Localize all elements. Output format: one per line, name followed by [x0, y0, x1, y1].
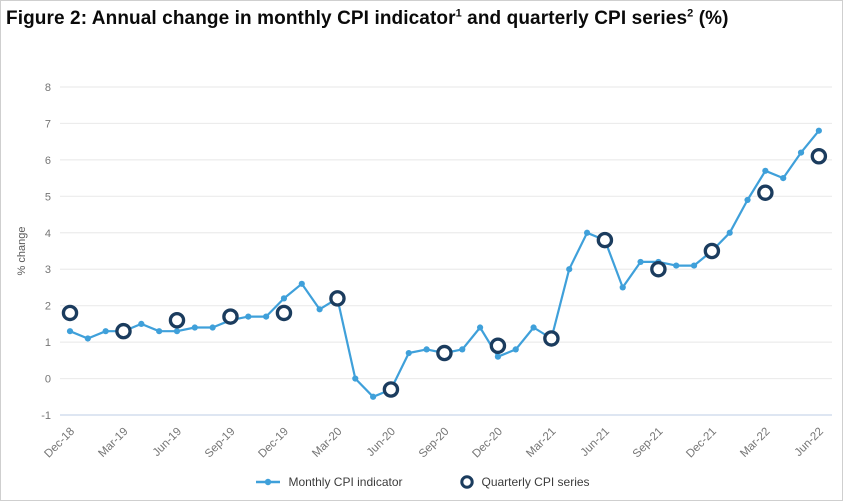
svg-text:6: 6 — [45, 155, 51, 167]
quarterly-circle-marker-icon — [459, 475, 474, 489]
svg-text:% change: % change — [16, 227, 28, 276]
svg-text:5: 5 — [45, 191, 51, 203]
svg-text:Mar-22: Mar-22 — [738, 426, 772, 460]
svg-text:Jun-20: Jun-20 — [365, 426, 398, 459]
svg-text:Jun-19: Jun-19 — [151, 426, 184, 459]
legend-label-monthly: Monthly CPI indicator — [288, 475, 403, 489]
svg-text:Mar-20: Mar-20 — [310, 426, 344, 460]
svg-text:Dec-18: Dec-18 — [42, 426, 77, 461]
figure-title: Figure 2: Annual change in monthly CPI i… — [6, 7, 729, 29]
svg-text:Mar-21: Mar-21 — [524, 426, 558, 460]
svg-text:Jun-22: Jun-22 — [793, 426, 826, 459]
svg-text:8: 8 — [45, 82, 51, 94]
svg-text:7: 7 — [45, 118, 51, 130]
svg-text:3: 3 — [45, 264, 51, 276]
legend-item-quarterly: Quarterly CPI series — [459, 474, 590, 490]
svg-text:Dec-21: Dec-21 — [684, 426, 719, 461]
svg-text:Mar-19: Mar-19 — [96, 426, 130, 460]
svg-text:Dec-20: Dec-20 — [470, 426, 505, 461]
chart-canvas: 8 7 6 5 4 3 2 1 0 -1 % change Dec-18 Mar-19 Jun-19 Sep… — [16, 82, 832, 461]
svg-text:Jun-21: Jun-21 — [579, 426, 612, 459]
svg-text:0: 0 — [45, 374, 51, 386]
chart-legend: Monthly CPI indicator Quarterly CPI seri… — [1, 474, 843, 490]
cpi-chart: 8 7 6 5 4 3 2 1 0 -1 % change Dec-18 Mar-19 Jun-19 Sep… — [1, 69, 843, 471]
legend-item-monthly: Monthly CPI indicator — [255, 475, 403, 489]
legend-label-quarterly: Quarterly CPI series — [481, 475, 590, 489]
svg-text:-1: -1 — [41, 410, 51, 422]
svg-text:1: 1 — [45, 337, 51, 349]
svg-text:Sep-20: Sep-20 — [417, 426, 452, 461]
monthly-line-marker-icon — [256, 478, 281, 486]
svg-text:2: 2 — [45, 301, 51, 313]
svg-text:Sep-21: Sep-21 — [631, 426, 666, 461]
svg-text:4: 4 — [45, 228, 51, 240]
svg-text:Dec-19: Dec-19 — [256, 426, 291, 461]
svg-text:Sep-19: Sep-19 — [203, 426, 238, 461]
